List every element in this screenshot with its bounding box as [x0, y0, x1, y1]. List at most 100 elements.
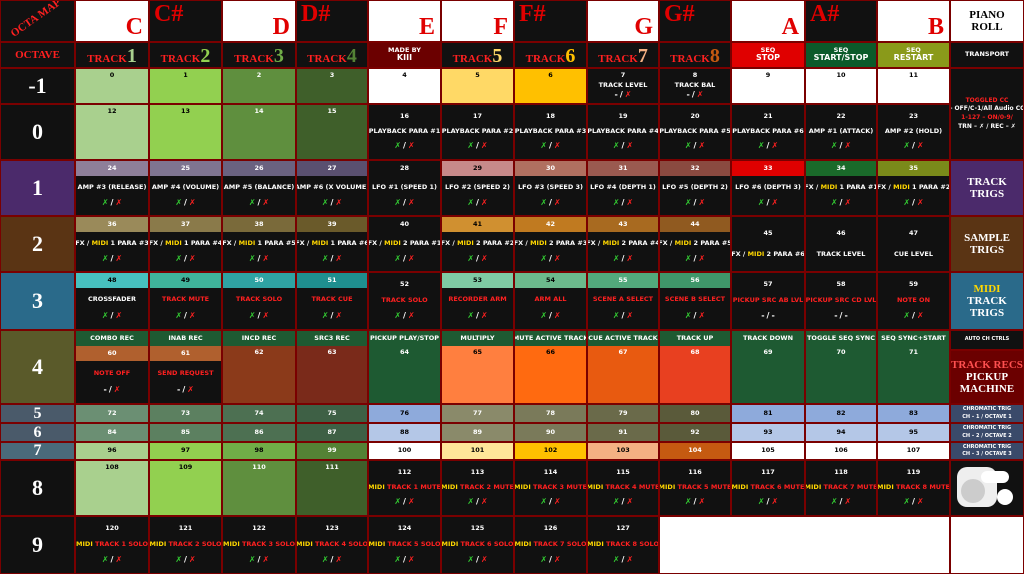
- track-header-part: TRACK: [307, 53, 347, 65]
- octave-number: 0: [32, 119, 43, 144]
- cell-label-part: FX /: [659, 238, 675, 247]
- midi-cell: INAB REC 61 SEND REQUEST - / ✗: [149, 330, 222, 404]
- midi-cell: 35 FX / MIDI 1 PARA #2 ✗ / ✗: [877, 160, 950, 216]
- cell-body: 2: [223, 69, 295, 103]
- cell-toggle: ✗ / ✗: [539, 311, 561, 321]
- cell-number: 91: [618, 427, 628, 436]
- side-line: 1-127 – ON/0-9/: [961, 114, 1013, 121]
- track-header-part: 1: [126, 45, 137, 67]
- note-header: C#: [149, 0, 222, 42]
- cell-label-part: MIDI: [820, 182, 838, 191]
- cell-band: 61: [150, 346, 221, 361]
- cell-number: 34: [836, 163, 846, 172]
- cell-label-part: TRACK 5 MUTE: [675, 482, 731, 491]
- side-line: CHROMATIC TRIG: [962, 443, 1012, 450]
- cell-number: 51: [327, 275, 337, 284]
- cell-number: 9: [765, 71, 771, 79]
- cell-label-part: FX /: [368, 238, 385, 247]
- toggle-part: ✗: [684, 253, 692, 263]
- track-header-part: 5: [492, 45, 503, 67]
- midi-cell: 11: [877, 68, 950, 104]
- toggle-part: ✗: [187, 384, 194, 394]
- midi-cell: 121 MIDI TRACK 2 SOLO ✗ / ✗: [149, 516, 222, 574]
- toggle-part: ✗: [407, 197, 415, 207]
- cell-top-label: INAB REC: [168, 333, 203, 342]
- cell-body: FX / MIDI 1 PARA #5 ✗ / ✗: [223, 232, 295, 271]
- octave-label: 3: [0, 272, 75, 330]
- cell-body: 90: [515, 424, 586, 441]
- track-header: TRACK 5: [441, 42, 514, 68]
- cell-label: PLAYBACK PARA #3: [515, 127, 586, 135]
- cell-body: 87: [297, 424, 367, 441]
- side-line: CHROMATIC TRIG: [962, 425, 1012, 431]
- cell-label-part: 2 PARA #4: [619, 238, 659, 247]
- cell-toggle: ✗ / ✗: [684, 253, 706, 264]
- cell-label-part: MIDI: [368, 482, 385, 491]
- side-line: CHROMATIC TRIG: [962, 406, 1012, 412]
- cell-band: 42: [515, 217, 586, 232]
- midi-cell: 116 MIDI TRACK 5 MUTE ✗ / ✗: [659, 460, 731, 516]
- toggle-part: ✗: [467, 497, 475, 507]
- cell-body: 117 MIDI TRACK 6 MUTE ✗ / ✗: [732, 461, 804, 515]
- track-header-part: 3: [273, 45, 284, 67]
- midi-cell: 78: [514, 404, 587, 423]
- cell-band: 32: [660, 161, 730, 176]
- midi-cell: 24 AMP #3 (RELEASE) ✗ / ✗: [75, 160, 149, 216]
- note-name: A#: [810, 1, 840, 27]
- cell-label: MIDI TRACK 8 MUTE: [877, 482, 949, 491]
- midi-cell: 5: [441, 68, 514, 104]
- cell-toggle: ✗ / ✗: [612, 555, 634, 565]
- track-header: TRACK 7: [587, 42, 659, 68]
- cell-label-part: MIDI: [877, 482, 894, 491]
- cell-label: FX / MIDI 2 PARA #4: [588, 238, 659, 247]
- cell-number: 35: [908, 163, 919, 172]
- cell-top-label: SEQ SYNC+START: [881, 333, 946, 342]
- toggle-part: /: [403, 253, 406, 263]
- track-header: SEQ STOP: [731, 42, 805, 68]
- note-name: F: [493, 14, 508, 40]
- side-line: TOGGLED CC: [965, 96, 1009, 104]
- cell-number: 23: [908, 111, 919, 120]
- toggle-part: /: [839, 197, 843, 207]
- cell-number: 93: [763, 427, 773, 436]
- toggle-part: ✗: [480, 310, 488, 320]
- midi-cell: 56 SCENE B SELECT ✗ / ✗: [659, 272, 731, 330]
- midi-cell: 41 FX / MIDI 2 PARA #2 ✗ / ✗: [441, 216, 514, 272]
- octave-number: 2: [32, 231, 43, 256]
- note-name: E: [418, 14, 435, 40]
- cell-label-part: AMP #2 (HOLD): [884, 126, 943, 135]
- cell-toggle: ✗ / ✗: [466, 555, 488, 565]
- octave-number: 3: [32, 288, 43, 313]
- cell-label: MIDI TRACK 4 MUTE: [588, 483, 658, 491]
- piano-roll: PIANO ROLL: [969, 9, 1005, 33]
- cell-label-part: FX /: [731, 249, 748, 258]
- cell-label-part: TRACK 7 MUTE: [821, 482, 877, 491]
- toggle-part: ✗: [844, 141, 852, 151]
- toggle-part: /: [839, 141, 843, 151]
- cell-toggle: ✗ / ✗: [393, 253, 415, 264]
- toggle-part: ✗: [115, 554, 123, 564]
- toggle-part: /: [110, 554, 114, 564]
- cell-body: 4: [369, 69, 440, 103]
- cell-label-part: PICKUP SRC CD LVL: [805, 295, 877, 304]
- cell-number: 83: [908, 408, 919, 417]
- midi-cell: 102: [514, 442, 587, 460]
- toggle-part: ✗: [480, 253, 488, 263]
- cell-band: 53: [442, 273, 513, 288]
- cell-number: 57: [763, 280, 773, 289]
- corner-word: OCTA: [8, 12, 41, 40]
- cell-label: FX / MIDI 2 PARA #1: [368, 238, 440, 247]
- cell-number: 103: [616, 446, 630, 455]
- toggle-part: ✗: [407, 310, 415, 320]
- cell-body: FX / MIDI 2 PARA #4 ✗ / ✗: [588, 232, 658, 271]
- cell-label-part: TRACK 3 SOLO: [239, 539, 295, 548]
- toggle-part: ✗: [175, 310, 183, 320]
- cell-number: 123: [325, 524, 339, 533]
- toggle-part: -: [844, 310, 848, 320]
- midi-cell: 31 LFO #4 (DEPTH 1) ✗ / ✗: [587, 160, 659, 216]
- toggle-part: ✗: [248, 310, 256, 320]
- side-line: TRACK: [967, 295, 1007, 307]
- midi-cell: 52 TRACK SOLO ✗ / ✗: [368, 272, 441, 330]
- toggle-part: ✗: [771, 497, 779, 507]
- toggle-part: ✗: [540, 197, 548, 207]
